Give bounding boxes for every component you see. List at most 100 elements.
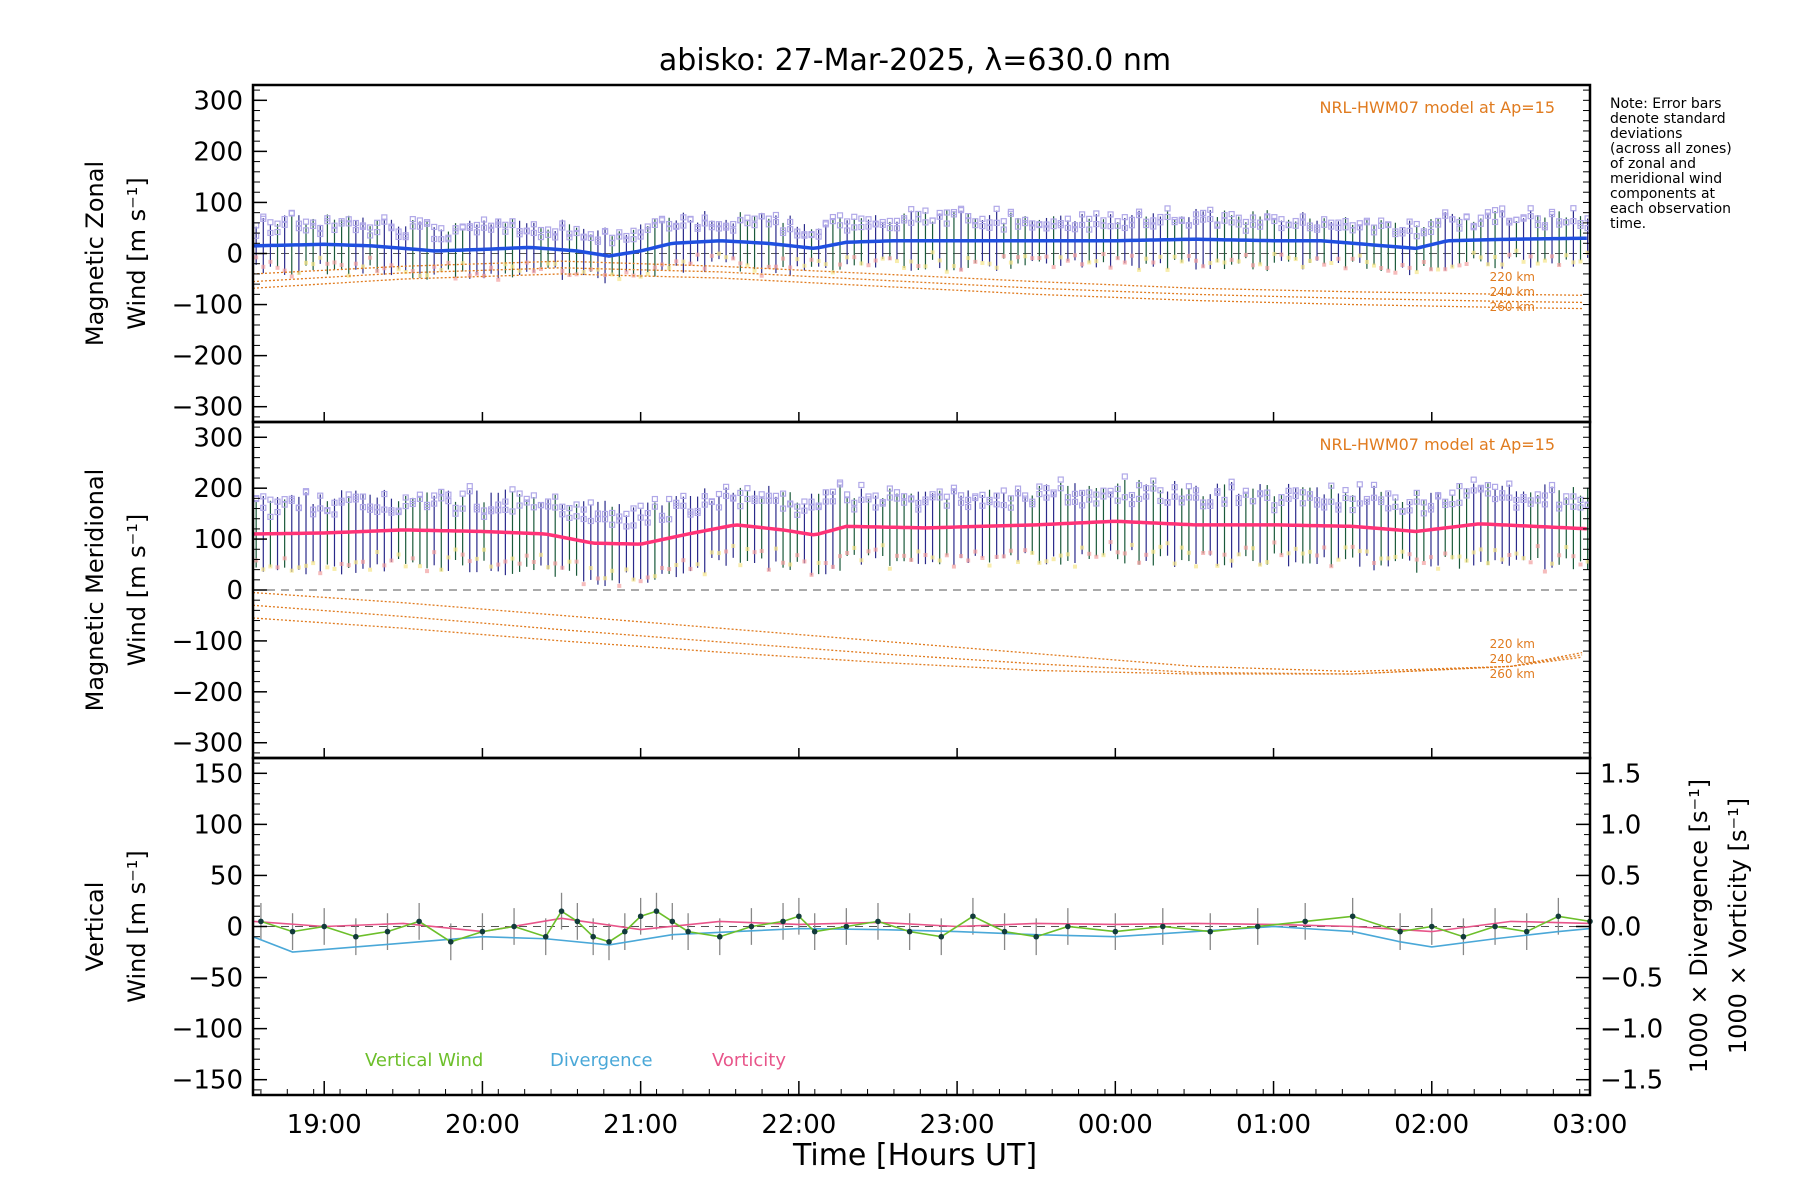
scatter-point (1285, 495, 1292, 502)
scatter-point (658, 516, 666, 523)
vertical-wind-point (780, 918, 786, 925)
x-tick-label: 20:00 (445, 1110, 520, 1140)
scatter-point (943, 502, 950, 509)
scatter-point (1264, 213, 1271, 220)
scatter-point (972, 218, 979, 225)
scatter-point-low (1393, 270, 1398, 275)
scatter-point-low (809, 572, 814, 577)
scatter-point (744, 485, 751, 492)
scatter-point (374, 219, 381, 226)
scatter-point-low (1457, 554, 1462, 559)
scatter-point (630, 227, 637, 234)
y-tick-label: 100 (193, 188, 243, 218)
scatter-point-low (318, 571, 323, 576)
scatter-point (267, 229, 274, 237)
meridional-ylabel-line1: Magnetic Meridional (81, 469, 109, 712)
y-tick-label: 0 (226, 240, 243, 270)
scatter-point (822, 489, 829, 496)
scatter-point (1563, 498, 1570, 505)
scatter-point-low (581, 582, 586, 587)
scatter-point (338, 499, 345, 506)
scatter-point (1328, 219, 1335, 226)
scatter-point (1477, 486, 1484, 493)
scatter-point (965, 503, 972, 511)
scatter-point-low (951, 264, 956, 269)
scatter-point (1313, 497, 1321, 504)
scatter-point (865, 496, 872, 503)
scatter-point-low (852, 545, 857, 550)
scatter-point-low (368, 255, 373, 260)
scatter-point (281, 221, 288, 228)
scatter-point (950, 208, 958, 216)
scatter-point (366, 224, 374, 231)
scatter-point (893, 225, 901, 232)
scatter-point-low (695, 562, 700, 567)
scatter-point-low (282, 556, 287, 561)
scatter-point-low (1471, 550, 1476, 555)
scatter-point-low (638, 274, 643, 279)
scatter-point (587, 499, 594, 506)
scatter-point (801, 507, 808, 514)
scatter-point (260, 504, 267, 511)
scatter-point (1456, 218, 1463, 226)
scatter-point (331, 222, 338, 229)
scatter-point (466, 223, 473, 230)
scatter-point-low (1023, 548, 1028, 553)
scatter-point (530, 504, 537, 511)
scatter-point (694, 507, 701, 515)
scatter-point-low (1457, 263, 1462, 268)
scatter-point (502, 221, 509, 228)
model-altitude-label: 240 km (1490, 285, 1535, 299)
divergence-axis-label: 1000 × Divergence [s⁻¹] (1685, 779, 1713, 1073)
scatter-point (480, 513, 488, 520)
scatter-point-low (1129, 253, 1134, 258)
scatter-point (1513, 496, 1520, 504)
scatter-point (1214, 488, 1221, 495)
zonal-mean-wind-line (252, 236, 1587, 258)
vertical-wind-point (289, 928, 296, 935)
divergence-line (252, 925, 1591, 953)
scatter-point-low (702, 572, 707, 577)
scatter-point (1392, 494, 1399, 501)
scatter-point-low (887, 256, 892, 261)
scatter-point (1114, 485, 1121, 493)
vertical-wind-point (1428, 923, 1435, 930)
scatter-point-low (1258, 262, 1263, 267)
scatter-point (1178, 495, 1185, 502)
scatter-point (1121, 494, 1128, 501)
scatter-point-low (1151, 549, 1156, 554)
scatter-point (986, 224, 993, 231)
scatter-point-low (1229, 558, 1234, 563)
scatter-point (438, 488, 445, 495)
scatter-point (1235, 499, 1242, 507)
scatter-point (1484, 482, 1492, 489)
scatter-point-low (1122, 260, 1127, 265)
scatter-point (1499, 490, 1506, 497)
scatter-point-low (1094, 554, 1099, 559)
scatter-point-low (1485, 262, 1490, 267)
scatter-point-low (467, 273, 472, 278)
scatter-point (1342, 224, 1349, 231)
scatter-point-low (766, 567, 771, 572)
scatter-point-low (923, 264, 928, 269)
scatter-point-low (909, 557, 914, 562)
scatter-point (708, 224, 715, 231)
scatter-point-low (1165, 541, 1170, 546)
scatter-point (1499, 494, 1506, 501)
scatter-point (495, 221, 502, 228)
scatter-point (601, 510, 609, 518)
scatter-point (1135, 495, 1143, 503)
y-tick-label: −200 (172, 678, 243, 708)
vertical-wind-point (1302, 918, 1308, 925)
scatter-point (1456, 499, 1463, 506)
scatter-point (295, 225, 302, 232)
scatter-point-low (873, 258, 878, 263)
scatter-point-low (1058, 255, 1063, 260)
scatter-point (1100, 493, 1107, 500)
model-altitude-label: 260 km (1490, 667, 1535, 681)
scatter-point (715, 225, 723, 232)
scatter-point (765, 492, 772, 499)
scatter-point-low (517, 268, 522, 273)
scatter-point-low (382, 266, 387, 271)
